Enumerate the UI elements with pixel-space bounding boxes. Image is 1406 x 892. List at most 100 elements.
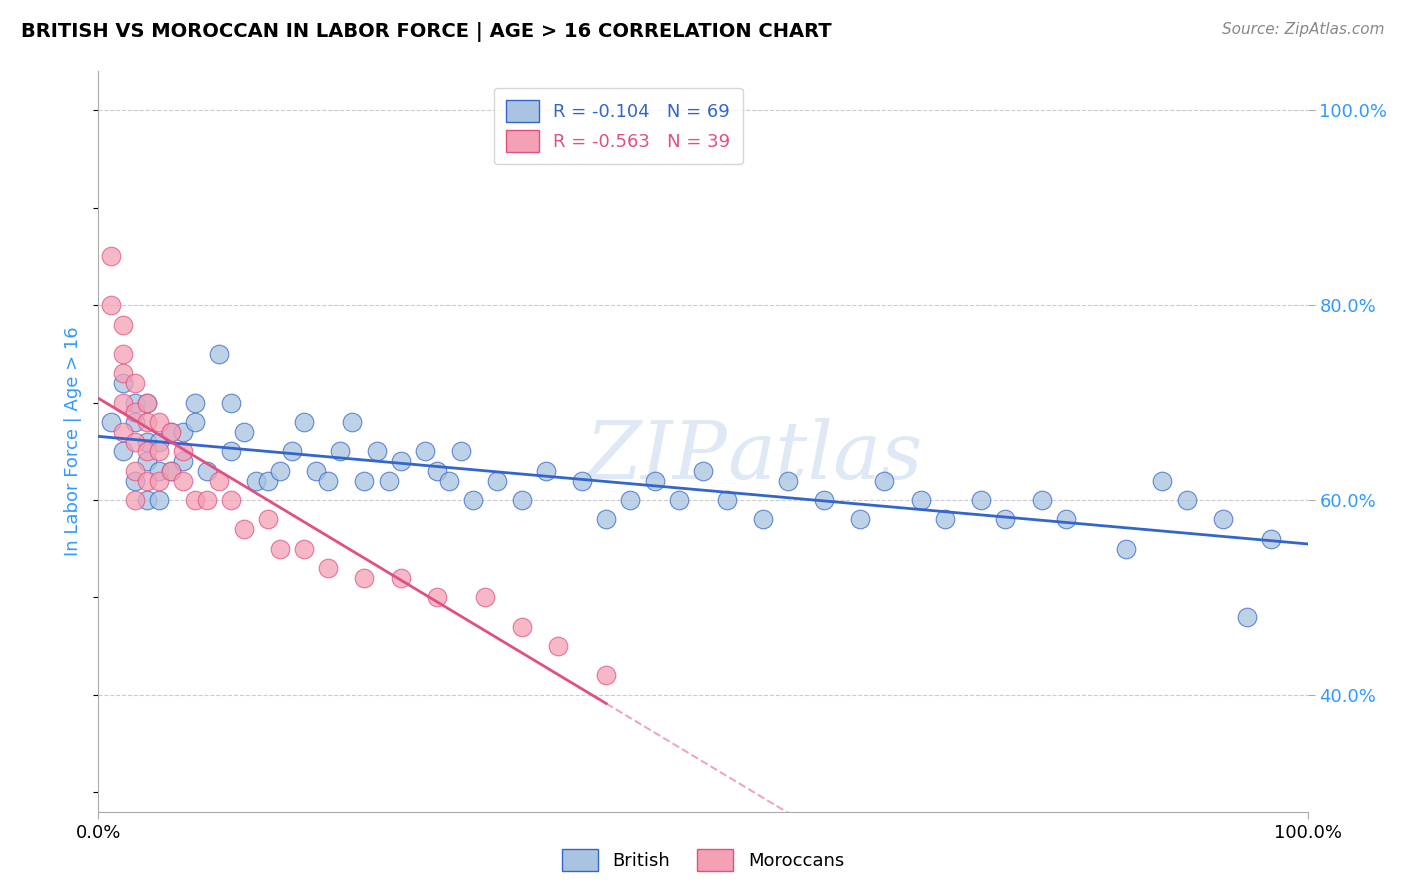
Point [124, 376, 146, 390]
Point [232, 425, 254, 439]
Point [1115, 541, 1137, 556]
Point [849, 512, 872, 526]
Point [450, 444, 472, 458]
Point [366, 444, 388, 458]
Point [644, 474, 666, 488]
Point [111, 425, 134, 439]
Point [208, 347, 231, 361]
Point [111, 347, 134, 361]
Point [426, 591, 449, 605]
Point [1152, 474, 1174, 488]
Point [1260, 532, 1282, 546]
Legend: British, Moroccans: British, Moroccans [555, 842, 851, 879]
Point [342, 415, 364, 429]
Y-axis label: In Labor Force | Age > 16: In Labor Force | Age > 16 [65, 326, 83, 557]
Point [124, 493, 146, 508]
Point [111, 376, 134, 390]
Point [111, 318, 134, 332]
Point [124, 405, 146, 419]
Point [437, 474, 460, 488]
Point [135, 454, 157, 468]
Point [571, 474, 593, 488]
Point [970, 493, 993, 508]
Point [221, 444, 243, 458]
Point [221, 395, 243, 409]
Point [172, 474, 194, 488]
Point [160, 425, 183, 439]
Point [100, 298, 122, 312]
Point [256, 474, 278, 488]
Point [619, 493, 641, 508]
Point [692, 464, 714, 478]
Point [474, 591, 496, 605]
Point [148, 474, 170, 488]
Point [316, 474, 339, 488]
Point [148, 493, 170, 508]
Point [353, 474, 375, 488]
Point [776, 474, 799, 488]
Point [148, 444, 170, 458]
Point [184, 415, 207, 429]
Point [353, 571, 375, 585]
Point [148, 464, 170, 478]
Point [111, 444, 134, 458]
Point [160, 464, 183, 478]
Point [135, 474, 157, 488]
Point [100, 250, 122, 264]
Point [510, 493, 533, 508]
Point [281, 444, 304, 458]
Point [124, 474, 146, 488]
Point [160, 425, 183, 439]
Point [329, 444, 352, 458]
Point [994, 512, 1017, 526]
Point [208, 474, 231, 488]
Point [716, 493, 738, 508]
Point [135, 493, 157, 508]
Point [463, 493, 485, 508]
Point [124, 434, 146, 449]
Point [160, 464, 183, 478]
Point [910, 493, 932, 508]
Point [595, 512, 617, 526]
Point [426, 464, 449, 478]
Point [486, 474, 509, 488]
Point [813, 493, 835, 508]
Point [316, 561, 339, 575]
Point [934, 512, 956, 526]
Point [269, 541, 291, 556]
Point [534, 464, 557, 478]
Point [269, 464, 291, 478]
Point [100, 415, 122, 429]
Text: Source: ZipAtlas.com: Source: ZipAtlas.com [1222, 22, 1385, 37]
Point [389, 571, 412, 585]
Point [135, 415, 157, 429]
Point [292, 415, 315, 429]
Point [111, 367, 134, 381]
Point [135, 395, 157, 409]
Point [172, 454, 194, 468]
Point [547, 639, 569, 653]
Text: atlas: atlas [727, 417, 922, 495]
Point [195, 493, 218, 508]
Point [873, 474, 896, 488]
Point [377, 474, 399, 488]
Point [172, 425, 194, 439]
Point [195, 464, 218, 478]
Point [305, 464, 328, 478]
Point [1212, 512, 1234, 526]
Point [124, 415, 146, 429]
Point [668, 493, 690, 508]
Point [172, 444, 194, 458]
Point [292, 541, 315, 556]
Point [124, 464, 146, 478]
Point [184, 493, 207, 508]
Point [232, 522, 254, 536]
Point [752, 512, 775, 526]
Text: BRITISH VS MOROCCAN IN LABOR FORCE | AGE > 16 CORRELATION CHART: BRITISH VS MOROCCAN IN LABOR FORCE | AGE… [21, 22, 832, 42]
Point [1236, 610, 1258, 624]
Point [256, 512, 278, 526]
Point [184, 395, 207, 409]
Point [124, 395, 146, 409]
Point [148, 415, 170, 429]
Point [135, 434, 157, 449]
